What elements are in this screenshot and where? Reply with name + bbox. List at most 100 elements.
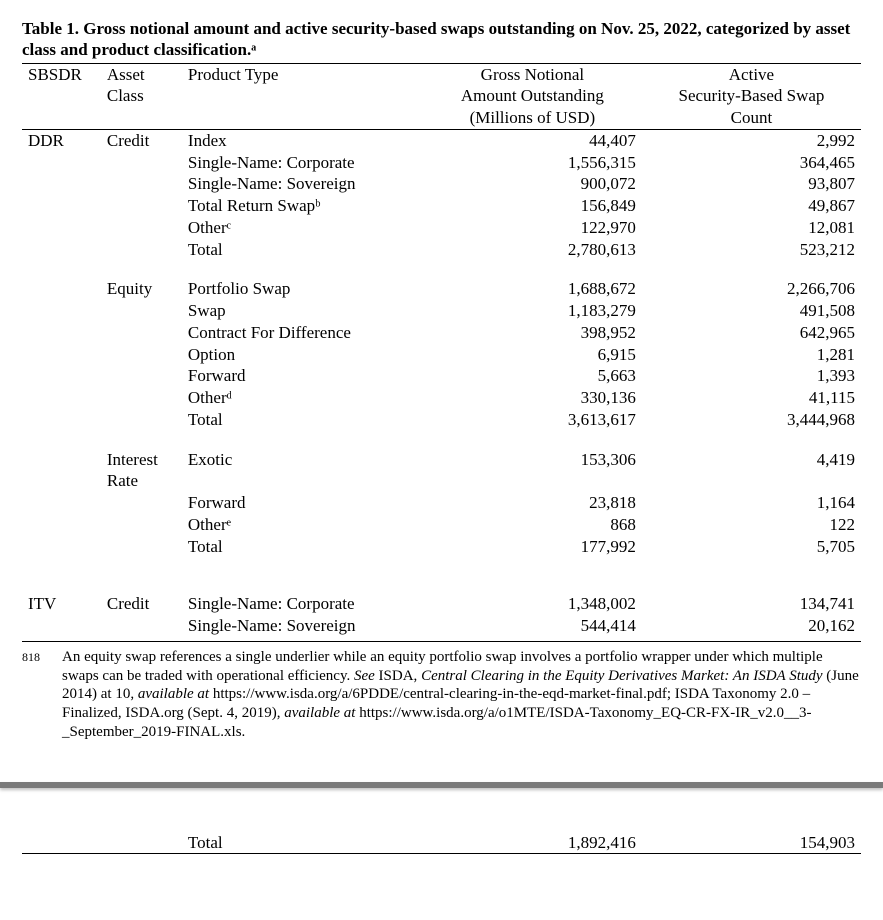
- hdr-active-2: Security-Based Swap: [642, 85, 861, 107]
- cell-sbsdr: [22, 173, 101, 195]
- cell-count: 49,867: [642, 195, 861, 217]
- hdr-gross-2: Amount Outstanding: [423, 85, 642, 107]
- table-row: Otherᶜ122,97012,081: [22, 217, 861, 239]
- cell-sbsdr: ITV: [22, 593, 101, 615]
- cell-gross: 868: [423, 514, 642, 536]
- cell-count: 523,212: [642, 239, 861, 261]
- cont-count: 154,903: [642, 832, 861, 854]
- table-row: EquityPortfolio Swap1,688,6722,266,706: [22, 278, 861, 300]
- cell-asset: InterestRate: [101, 449, 182, 493]
- cell-gross: 1,556,315: [423, 152, 642, 174]
- cell-gross: 5,663: [423, 365, 642, 387]
- cell-asset: Equity: [101, 278, 182, 300]
- hdr-sbsdr: SBSDR: [22, 64, 101, 86]
- cell-sbsdr: [22, 409, 101, 431]
- cell-sbsdr: [22, 449, 101, 493]
- swaps-table: SBSDR Asset Product Type Gross Notional …: [22, 64, 861, 637]
- table-row: Forward23,8181,164: [22, 492, 861, 514]
- cell-product: Single-Name: Corporate: [182, 593, 423, 615]
- cell-sbsdr: [22, 300, 101, 322]
- cell-asset: [101, 322, 182, 344]
- cell-product: Total: [182, 536, 423, 558]
- cell-product: Otherᵉ: [182, 514, 423, 536]
- cell-product: Total Return Swapᵇ: [182, 195, 423, 217]
- hdr-active-3: Count: [642, 107, 861, 129]
- cell-gross: 177,992: [423, 536, 642, 558]
- cell-count: 3,444,968: [642, 409, 861, 431]
- cell-count: 1,393: [642, 365, 861, 387]
- cell-sbsdr: [22, 387, 101, 409]
- cell-gross: 3,613,617: [423, 409, 642, 431]
- group-spacer: [22, 260, 861, 278]
- table-row: Total3,613,6173,444,968: [22, 409, 861, 431]
- cell-count: 642,965: [642, 322, 861, 344]
- cell-gross: 398,952: [423, 322, 642, 344]
- cell-gross: 544,414: [423, 615, 642, 637]
- cell-asset: Credit: [101, 129, 182, 151]
- table-row: Otherᵉ868122: [22, 514, 861, 536]
- cell-count: 41,115: [642, 387, 861, 409]
- cell-sbsdr: [22, 152, 101, 174]
- cell-count: 2,992: [642, 129, 861, 151]
- cell-product: Portfolio Swap: [182, 278, 423, 300]
- cell-count: 4,419: [642, 449, 861, 493]
- cell-sbsdr: [22, 195, 101, 217]
- cell-gross: 153,306: [423, 449, 642, 493]
- cell-product: Forward: [182, 492, 423, 514]
- cell-asset: Credit: [101, 593, 182, 615]
- table-title: Table 1. Gross notional amount and activ…: [22, 18, 861, 64]
- cell-asset: [101, 387, 182, 409]
- cell-asset: [101, 409, 182, 431]
- cell-gross: 1,348,002: [423, 593, 642, 615]
- cell-sbsdr: [22, 217, 101, 239]
- footnote-number: 818: [22, 648, 62, 742]
- cell-product: Otherᵈ: [182, 387, 423, 409]
- table-row: DDRCreditIndex44,4072,992: [22, 129, 861, 151]
- cell-count: 122: [642, 514, 861, 536]
- cell-product: Single-Name: Sovereign: [182, 615, 423, 637]
- cell-count: 1,281: [642, 344, 861, 366]
- table-row: Single-Name: Sovereign900,07293,807: [22, 173, 861, 195]
- hdr-gross-1: Gross Notional: [423, 64, 642, 86]
- cont-gross: 1,892,416: [423, 832, 642, 854]
- cell-count: 5,705: [642, 536, 861, 558]
- cell-product: Exotic: [182, 449, 423, 493]
- group-spacer: [22, 431, 861, 449]
- cell-asset: [101, 492, 182, 514]
- cell-gross: 156,849: [423, 195, 642, 217]
- hdr-gross-3: (Millions of USD): [423, 107, 642, 129]
- cell-gross: 1,183,279: [423, 300, 642, 322]
- cell-count: 364,465: [642, 152, 861, 174]
- hdr-asset-2: Class: [101, 85, 182, 107]
- cell-asset: [101, 344, 182, 366]
- cell-product: Contract For Difference: [182, 322, 423, 344]
- cell-product: Total: [182, 239, 423, 261]
- page-break: [22, 742, 861, 832]
- table-row: Single-Name: Corporate1,556,315364,465: [22, 152, 861, 174]
- cell-product: Swap: [182, 300, 423, 322]
- cell-gross: 6,915: [423, 344, 642, 366]
- cell-count: 134,741: [642, 593, 861, 615]
- cell-count: 12,081: [642, 217, 861, 239]
- cell-count: 2,266,706: [642, 278, 861, 300]
- table-row: Total177,9925,705: [22, 536, 861, 558]
- table-row: Total Return Swapᵇ156,84949,867: [22, 195, 861, 217]
- cell-sbsdr: [22, 322, 101, 344]
- cell-asset: [101, 536, 182, 558]
- cell-asset: [101, 195, 182, 217]
- cell-count: 20,162: [642, 615, 861, 637]
- cell-product: Total: [182, 409, 423, 431]
- cell-gross: 1,688,672: [423, 278, 642, 300]
- cell-gross: 23,818: [423, 492, 642, 514]
- table-row: ITVCreditSingle-Name: Corporate1,348,002…: [22, 593, 861, 615]
- cell-gross: 44,407: [423, 129, 642, 151]
- cell-asset: [101, 217, 182, 239]
- cell-product: Single-Name: Sovereign: [182, 173, 423, 195]
- cell-product: Forward: [182, 365, 423, 387]
- cell-sbsdr: [22, 492, 101, 514]
- cell-gross: 122,970: [423, 217, 642, 239]
- table-row: Single-Name: Sovereign544,41420,162: [22, 615, 861, 637]
- cell-gross: 2,780,613: [423, 239, 642, 261]
- cont-product: Total: [182, 832, 423, 854]
- cell-sbsdr: [22, 365, 101, 387]
